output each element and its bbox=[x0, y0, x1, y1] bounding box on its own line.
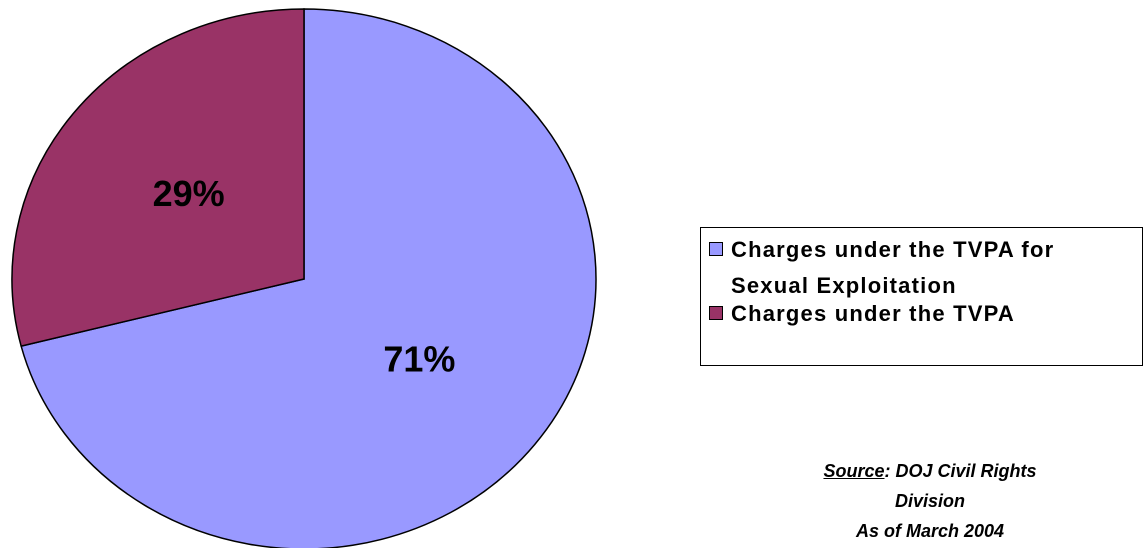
legend-label: Charges under the TVPA for Sexual Exploi… bbox=[731, 237, 1055, 298]
value-label: 71% bbox=[383, 338, 455, 379]
legend-entry: Charges under the TVPA bbox=[709, 296, 1139, 332]
source-label: Source bbox=[823, 461, 885, 481]
source-line: As of March 2004 bbox=[855, 521, 1005, 541]
pie-slice bbox=[11, 8, 305, 348]
source-line: Division bbox=[894, 491, 965, 511]
legend: Charges under the TVPA for Sexual Exploi… bbox=[700, 227, 1143, 366]
source-note: Source: DOJ Civil Rights Division As of Ma… bbox=[700, 456, 1145, 546]
legend-swatch bbox=[709, 306, 723, 320]
source-line: : DOJ Civil Rights bbox=[884, 461, 1037, 481]
value-label: 29% bbox=[153, 173, 225, 214]
legend-swatch bbox=[709, 242, 723, 256]
pie-slice bbox=[20, 8, 597, 548]
legend-entry: Charges under the TVPA for Sexual Exploi… bbox=[709, 232, 1139, 304]
legend-label: Charges under the TVPA bbox=[731, 301, 1015, 326]
